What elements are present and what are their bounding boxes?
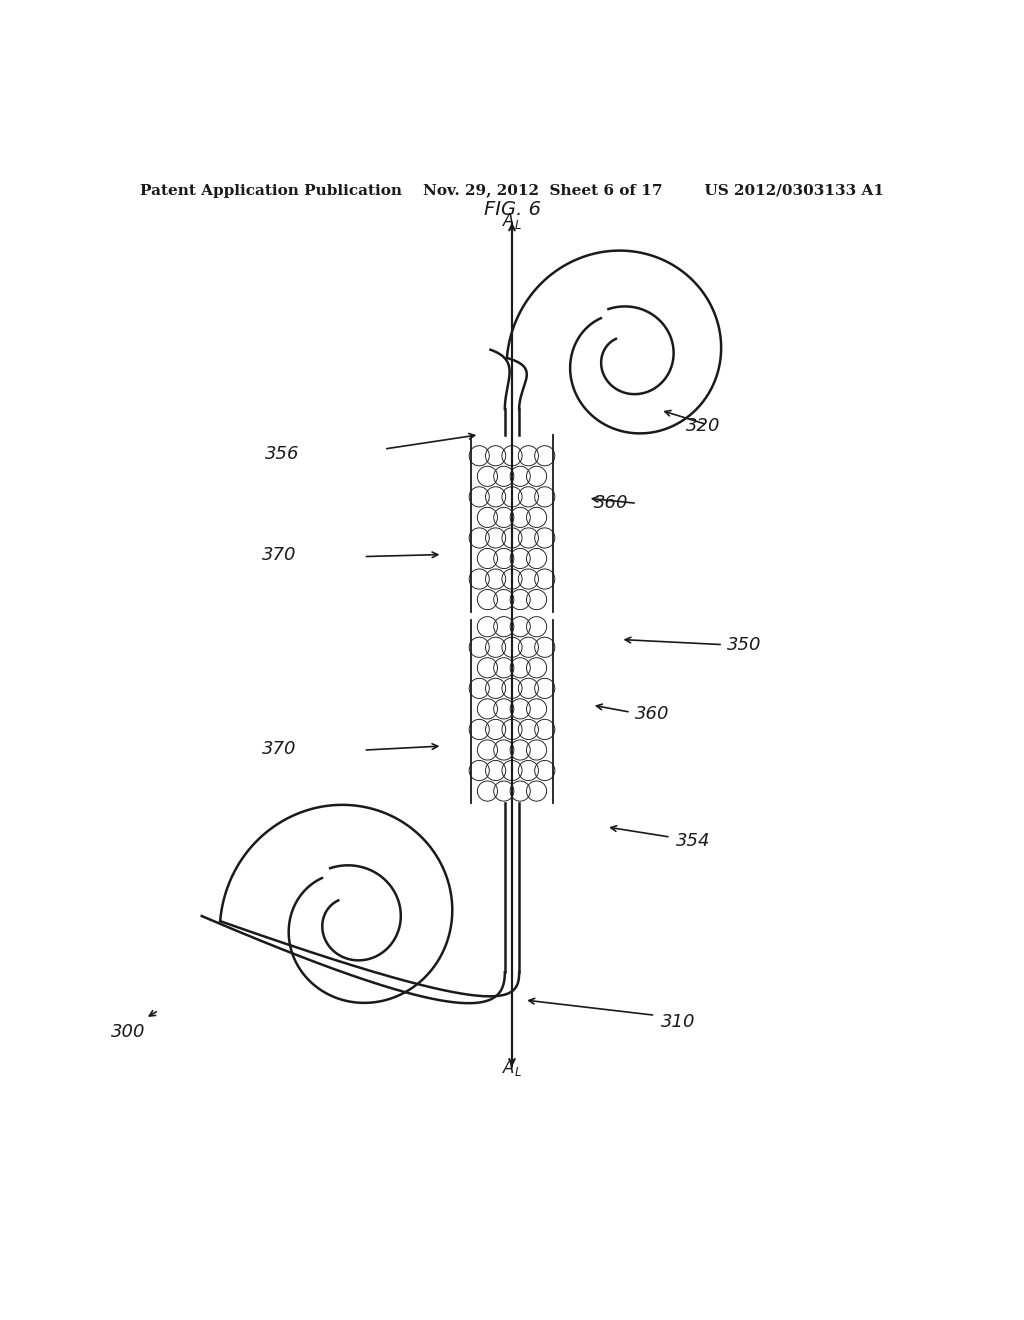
Text: 370: 370 (262, 741, 297, 758)
Text: $A_L$: $A_L$ (502, 1057, 522, 1078)
Text: 370: 370 (262, 545, 297, 564)
Text: 356: 356 (264, 445, 299, 463)
Text: 350: 350 (727, 636, 762, 653)
Text: 354: 354 (676, 833, 711, 850)
Text: FIG. 6: FIG. 6 (483, 199, 541, 219)
Text: 310: 310 (660, 1012, 695, 1031)
Text: 300: 300 (111, 1023, 145, 1041)
Text: 360: 360 (635, 705, 670, 723)
Text: $A_L$: $A_L$ (502, 211, 522, 231)
Text: 360: 360 (594, 495, 629, 512)
Text: 320: 320 (686, 417, 721, 434)
Text: Patent Application Publication    Nov. 29, 2012  Sheet 6 of 17        US 2012/03: Patent Application Publication Nov. 29, … (140, 183, 884, 198)
